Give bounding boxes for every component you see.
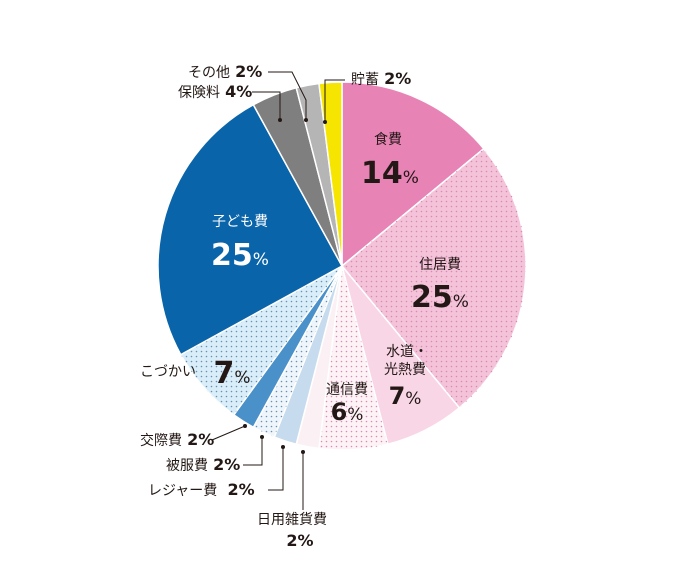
leader-other: [268, 71, 307, 120]
name: 保険料: [178, 85, 220, 101]
label-leisure: レジャー費 2%: [148, 480, 255, 499]
name: レジャー費: [148, 483, 218, 499]
label-daily-name: 日用雑貨費: [257, 512, 327, 528]
label-savings: 貯蓄 2%: [351, 69, 412, 88]
pct: 2%: [227, 480, 255, 499]
name: 貯蓄: [351, 72, 379, 88]
pie-slice-pattern-6: [253, 266, 342, 438]
label-food: 食費: [374, 133, 402, 147]
label-food-pct: 14%: [361, 159, 419, 189]
label-utilities-name2: 光熱費: [384, 362, 426, 378]
label-clothing: 被服費 2%: [166, 455, 241, 474]
pct: 2%: [384, 69, 412, 88]
leader-savings: [324, 79, 345, 122]
pie-slice-9: [157, 103, 344, 356]
pct-value: 7: [388, 382, 406, 410]
label-food-name: 食費: [374, 132, 402, 148]
pct-sign: %: [452, 292, 469, 312]
label-telecom-name: 通信費: [326, 382, 368, 398]
pct-value: 7: [213, 356, 235, 391]
pie-slice-12: [318, 81, 343, 267]
pct: 2%: [187, 430, 215, 449]
pct-value: 6: [330, 398, 348, 426]
pct: 2%: [235, 62, 263, 81]
label-daily-pct: 2%: [286, 531, 314, 550]
pct-sign: %: [252, 250, 269, 270]
label-housing-pct: 25%: [411, 283, 469, 313]
label-social: 交際費 2%: [140, 430, 215, 449]
pie-slice-pattern-1: [342, 148, 527, 408]
leader-clothing: [243, 437, 263, 466]
pct-value: 25: [211, 238, 253, 273]
label-housing-name: 住居費: [419, 257, 461, 273]
label-children-pct: 25%: [211, 241, 269, 271]
leader-leisure: [268, 447, 284, 491]
name: 交際費: [140, 433, 182, 449]
pie-slice-pattern-8: [180, 266, 342, 415]
pie-slices: [157, 81, 527, 451]
leader-insurance: [252, 91, 281, 120]
label-children-name: 子ども費: [212, 214, 268, 230]
pct-value: 14: [361, 156, 403, 191]
pct-sign: %: [234, 368, 251, 388]
pie-slice-pattern-3: [318, 266, 388, 450]
label-other: その他 2%: [188, 62, 263, 81]
label-utilities-name1: 水道・: [386, 344, 428, 360]
pct-sign: %: [347, 405, 364, 425]
pct: 2%: [213, 455, 241, 474]
leader-lines: [211, 71, 345, 510]
label-allowance-pct: 7%: [213, 359, 250, 389]
pct-value: 25: [411, 280, 453, 315]
name: 被服費: [166, 458, 208, 474]
leader-social: [211, 425, 246, 441]
pct-sign: %: [405, 389, 422, 409]
label-allowance-name: こづかい: [140, 364, 196, 380]
pct-sign: %: [402, 168, 419, 188]
label-telecom-pct: 6%: [331, 400, 364, 424]
label-utilities-pct: 7%: [389, 384, 422, 408]
pie-slice-0: [341, 81, 485, 268]
name: その他: [188, 65, 230, 81]
pct: 4%: [225, 82, 253, 101]
label-insurance: 保険料 4%: [178, 82, 253, 101]
